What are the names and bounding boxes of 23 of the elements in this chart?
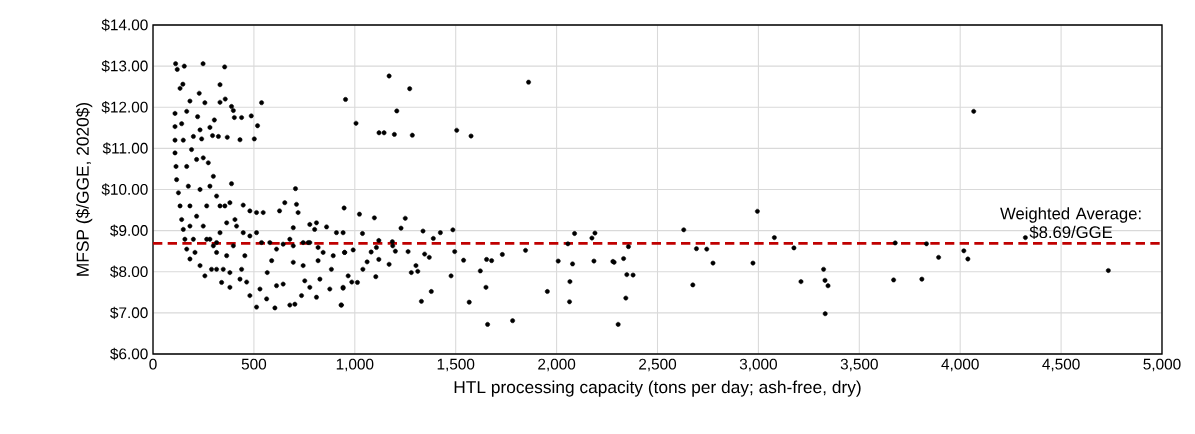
x-tick-label: 5,000 xyxy=(1143,358,1181,372)
x-tick-label: 2,500 xyxy=(639,358,677,372)
y-tick-label: $9.00 xyxy=(110,224,148,237)
x-axis-title: HTL processing capacity (tons per day; ash-free, dry) xyxy=(454,380,861,397)
x-tick-label: 4,000 xyxy=(941,358,979,372)
x-tick-label: 500 xyxy=(241,358,267,370)
y-axis-title: MFSP ($/GGE, 2020$) xyxy=(75,102,93,276)
x-tick-label: 1,000 xyxy=(336,358,374,372)
x-tick-label: 2,000 xyxy=(538,358,576,372)
x-tick-label: 3,000 xyxy=(739,358,777,372)
y-tick-label: $13.00 xyxy=(101,59,148,73)
y-tick-label: $6.00 xyxy=(110,347,148,361)
x-tick-label: 4,500 xyxy=(1042,358,1080,372)
y-tick-label: $12.00 xyxy=(101,101,148,114)
y-tick-label: $10.00 xyxy=(101,183,148,196)
x-tick-label: 1,500 xyxy=(437,358,475,372)
x-tick-label: 3,500 xyxy=(840,358,878,372)
x-tick-label: 0 xyxy=(149,358,157,370)
y-tick-label: $8.00 xyxy=(110,265,148,278)
y-tick-label: $7.00 xyxy=(110,306,148,320)
ref-line-label: Weighted Average: $8.69/GGE xyxy=(1000,207,1141,240)
y-tick-label: $11.00 xyxy=(102,142,148,155)
y-tick-label: $14.00 xyxy=(101,18,148,32)
